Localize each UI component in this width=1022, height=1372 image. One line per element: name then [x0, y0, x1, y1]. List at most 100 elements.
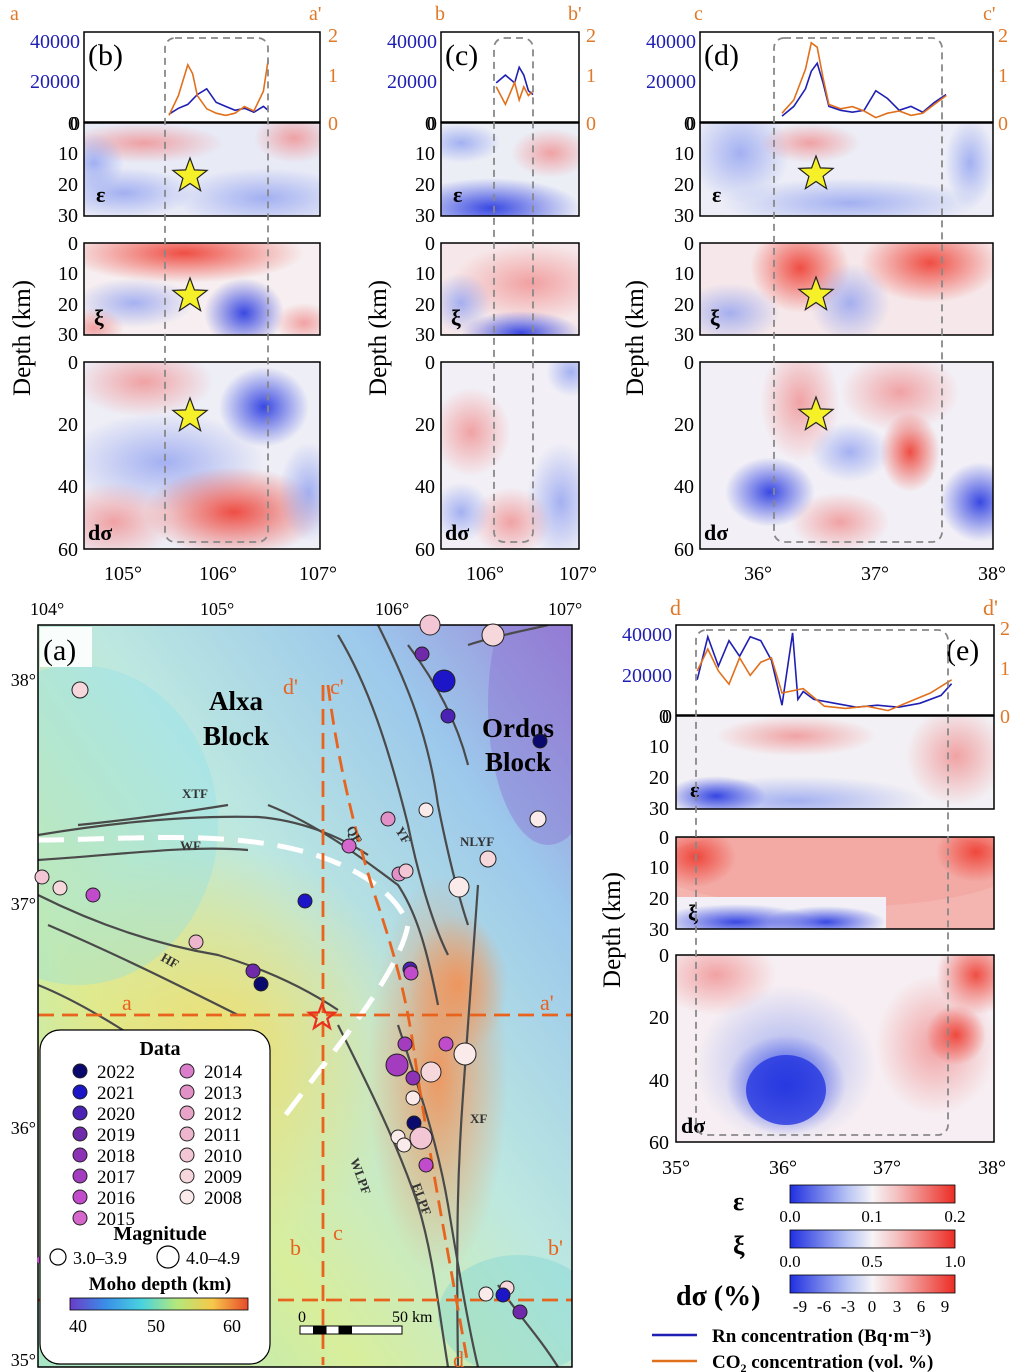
- scale-bar: 0 50 km: [298, 1309, 433, 1335]
- map-x-tick: 107°: [548, 599, 582, 619]
- mainshock-star: [306, 1000, 338, 1031]
- depth-tick: 30: [58, 205, 78, 227]
- legend-year-label: 2017: [97, 1167, 135, 1188]
- fault-label: NLYF: [460, 834, 494, 849]
- co2-series-line: [495, 79, 534, 107]
- co2-tick: 1: [998, 65, 1008, 87]
- colorbar-tick: 0.0: [779, 1252, 800, 1271]
- dashed-window: [773, 37, 943, 543]
- legend-year-label: 2015: [97, 1209, 135, 1230]
- depth-axis-label: Depth (km): [622, 280, 649, 396]
- dashed-window: [695, 629, 949, 1136]
- legend-year-swatch: [179, 1147, 195, 1163]
- depth-tick: 20: [58, 294, 78, 316]
- profile-tag: c': [330, 674, 344, 699]
- panel-c: b b' (c) 40000 20000 0 2 1 0 ε ξ: [365, 3, 597, 585]
- depth-tick: 0: [684, 113, 694, 135]
- profile-tag-right: d': [983, 595, 998, 620]
- profile-tag-right: c': [983, 3, 995, 25]
- colorbar-tick: -3: [841, 1297, 855, 1316]
- legend-year-swatch: [72, 1063, 88, 1079]
- epicenter-star: [797, 395, 835, 432]
- colorbar-tick: 0.5: [861, 1252, 882, 1271]
- legend-year-label: 2010: [204, 1146, 242, 1167]
- param-label-dsigma: dσ: [88, 520, 112, 545]
- co2-tick: 0: [586, 113, 596, 135]
- co2-series-line: [781, 41, 947, 119]
- legend-year-swatch: [72, 1168, 88, 1184]
- legend-year-swatch: [179, 1105, 195, 1121]
- map-x-tick: 104°: [30, 599, 64, 619]
- x-tick: 38°: [978, 563, 1006, 585]
- depth-tick: 10: [649, 736, 669, 758]
- block-label-ordos: Block: [485, 747, 551, 777]
- x-tick: 36°: [744, 563, 772, 585]
- param-label-xi: ξ: [710, 305, 720, 330]
- co2-tick: 0: [998, 113, 1008, 135]
- param-label-xi: ξ: [451, 305, 461, 330]
- legend-year-label: 2020: [97, 1104, 135, 1125]
- profile-tag-left: a: [10, 3, 19, 25]
- co2-tick: 1: [328, 65, 338, 87]
- param-label-xi: ξ: [94, 305, 104, 330]
- legend-year-swatch: [72, 1189, 88, 1205]
- param-label-dsigma: dσ: [445, 520, 469, 545]
- xi-section: [700, 243, 993, 335]
- legend-year-swatch: [72, 1084, 88, 1100]
- colorbar-symbol-dsigma: dσ (%): [676, 1281, 760, 1312]
- dsigma-section: [700, 362, 993, 549]
- colorbar-tick: -9: [793, 1297, 807, 1316]
- depth-axis-label: Depth (km): [9, 280, 36, 396]
- fault-label: WF: [180, 838, 201, 853]
- legend-year-swatch: [179, 1168, 195, 1184]
- colorbar-tick: 3: [893, 1297, 902, 1316]
- panel-e: d d' (e) 40000 20000 0 2 1 0 ε ξ: [599, 595, 1010, 1179]
- x-tick: 106°: [199, 563, 237, 585]
- co2-tick: 2: [586, 25, 596, 47]
- x-tick: 37°: [861, 563, 889, 585]
- depth-tick: 30: [415, 205, 435, 227]
- colorbar-tick: -6: [817, 1297, 831, 1316]
- gas-concentration-plot: [168, 60, 269, 117]
- legend-year-label: 2016: [97, 1188, 135, 1209]
- profile-tag: d: [453, 1347, 464, 1372]
- profile-tag-left: d: [670, 595, 681, 620]
- colorbar-symbol-xi: ξ: [733, 1231, 745, 1260]
- depth-tick: 60: [58, 539, 78, 561]
- profile-tag: a': [540, 990, 554, 1015]
- colorbar-tick: 6: [917, 1297, 926, 1316]
- depth-tick: 10: [674, 143, 694, 165]
- x-tick: 106°: [466, 563, 504, 585]
- xi-section: [84, 243, 320, 335]
- epsilon-section: [84, 123, 320, 216]
- rn-tick: 20000: [646, 71, 696, 93]
- colorbar-epsilon: [789, 1184, 956, 1204]
- epicenter-star: [171, 396, 209, 433]
- epsilon-section: [700, 123, 993, 216]
- epicenter-star: [171, 156, 209, 193]
- legend-year-swatch: [72, 1105, 88, 1121]
- depth-tick: 10: [58, 263, 78, 285]
- colorbars: ε 0.0 0.1 0.2 ξ 0.0 0.5 1.0 dσ (%) -9 -6…: [652, 1184, 966, 1372]
- legend-year-label: 2008: [204, 1188, 242, 1209]
- co2-tick: 2: [328, 25, 338, 47]
- legend-year-swatch: [179, 1126, 195, 1142]
- dsigma-section: [84, 362, 320, 549]
- depth-tick: 10: [415, 263, 435, 285]
- co2-series-line: [168, 60, 269, 117]
- depth-tick: 30: [674, 205, 694, 227]
- depth-tick: 10: [58, 143, 78, 165]
- moho-title: Moho depth (km): [89, 1274, 232, 1295]
- colorbar-xi: [789, 1229, 956, 1249]
- depth-tick: 0: [659, 945, 669, 967]
- depth-tick: 20: [58, 174, 78, 196]
- profile-tag: b': [548, 1235, 563, 1260]
- depth-tick: 30: [649, 919, 669, 941]
- depth-tick: 20: [415, 174, 435, 196]
- depth-tick: 0: [684, 352, 694, 374]
- gas-plot-frame: [83, 31, 321, 123]
- param-label-epsilon: ε: [712, 182, 721, 207]
- co2-tick: 2: [1000, 618, 1010, 640]
- depth-axis-label: Depth (km): [365, 280, 392, 396]
